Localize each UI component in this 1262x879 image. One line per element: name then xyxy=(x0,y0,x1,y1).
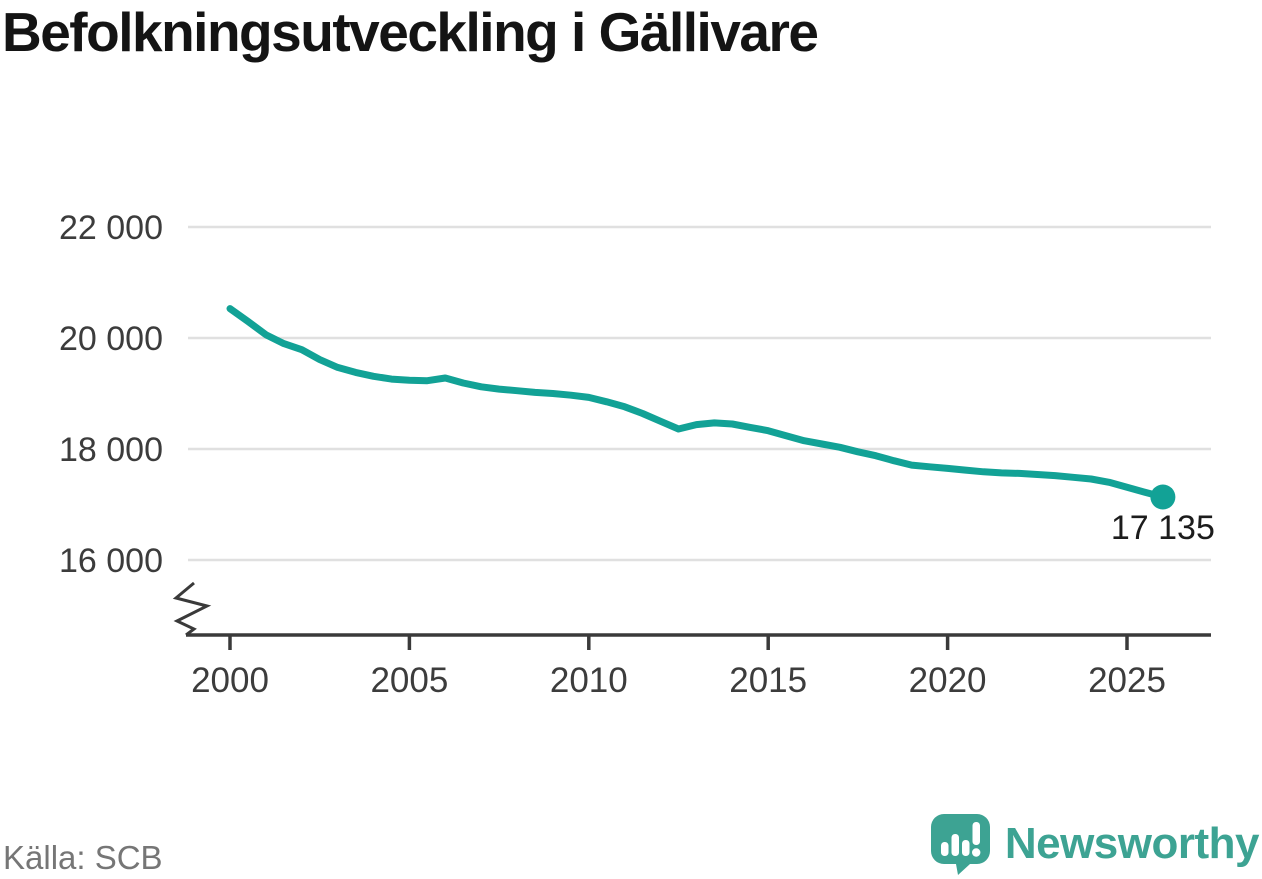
source-caption: Källa: SCB xyxy=(3,839,163,876)
population-line xyxy=(226,305,1167,501)
x-axis-tick-label: 2010 xyxy=(550,661,628,700)
population-line-chart: 22 000 20 000 18 000 16 000 2000 2005 2010 2015… xyxy=(59,209,1215,700)
newsworthy-logo: Newsworthy xyxy=(929,813,1260,875)
chart-title: Befolkningsutveckling i Gällivare xyxy=(2,1,819,63)
newsworthy-logo-icon xyxy=(930,814,990,875)
x-axis-tick-label: 2020 xyxy=(909,661,987,700)
y-axis-tick-label: 20 000 xyxy=(59,320,163,358)
x-axis-tick-label: 2025 xyxy=(1088,661,1166,700)
end-point-marker xyxy=(1150,484,1176,510)
x-axis-tick-label: 2000 xyxy=(191,661,269,700)
x-axis-tick-label: 2015 xyxy=(729,661,807,700)
y-axis-tick-label: 16 000 xyxy=(59,542,163,580)
y-axis-break-icon xyxy=(172,581,212,637)
x-axis-tick-label: 2005 xyxy=(370,661,448,700)
end-point-value-label: 17 135 xyxy=(1111,509,1215,547)
newsworthy-wordmark: Newsworthy xyxy=(1004,819,1260,868)
y-axis-tick-label: 18 000 xyxy=(59,431,163,469)
y-axis-tick-label: 22 000 xyxy=(59,209,163,247)
